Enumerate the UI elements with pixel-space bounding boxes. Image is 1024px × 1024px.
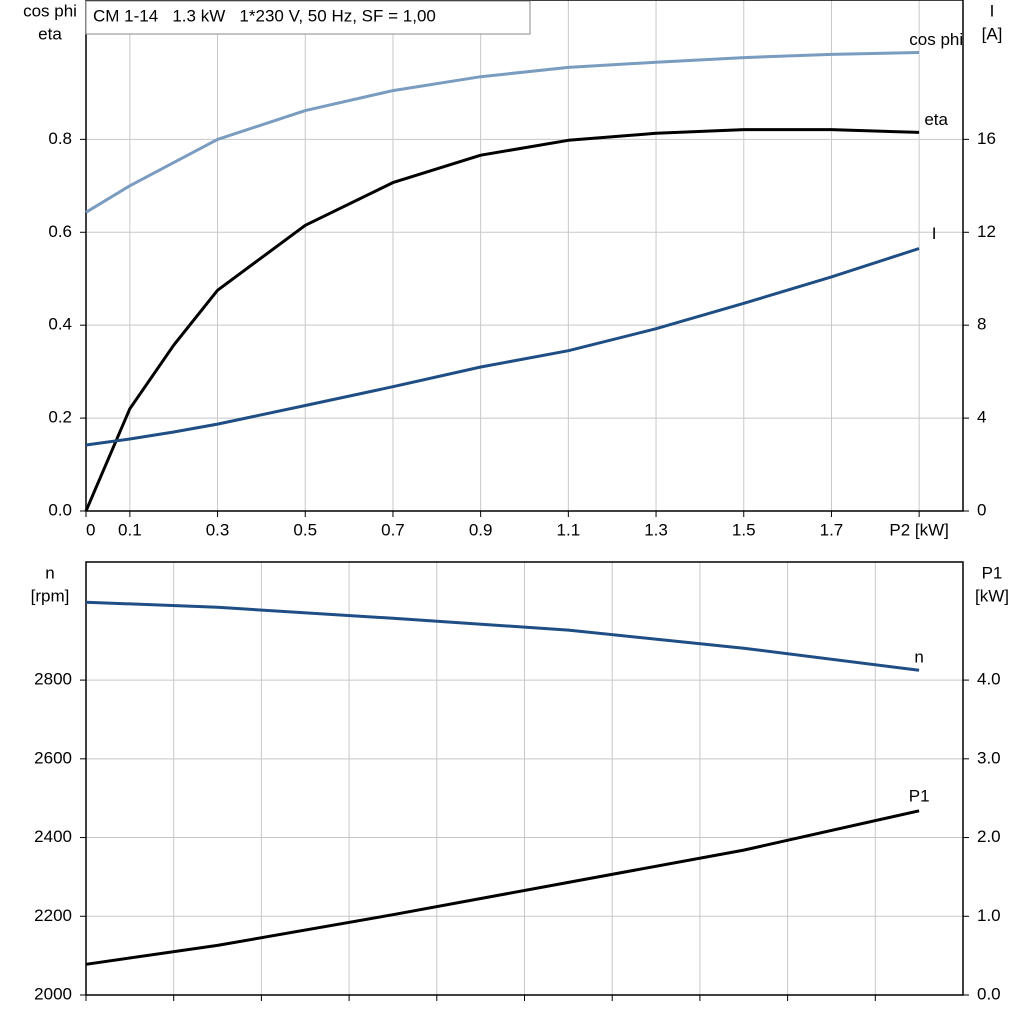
- y2-tick-label: 4.0: [977, 670, 1001, 689]
- y2-axis-label: P1: [982, 563, 1003, 582]
- series-line: [85, 247, 920, 447]
- plot-frame: [85, 0, 964, 512]
- y-tick-label: 2600: [34, 748, 72, 767]
- y2-axis-label: [A]: [982, 24, 1003, 43]
- y-axis-label: eta: [38, 24, 62, 43]
- y-axis-label: n: [45, 563, 54, 582]
- x-tick-label: 0: [86, 520, 95, 539]
- y2-tick-label: 16: [977, 129, 996, 148]
- y2-tick-label: 0.0: [977, 984, 1001, 1003]
- y2-tick-label: 8: [977, 315, 986, 334]
- series-label: P1: [909, 786, 930, 805]
- x-tick-label: 1.5: [732, 520, 756, 539]
- x-tick-label: 1.1: [557, 520, 581, 539]
- y2-axis-label: I: [990, 1, 995, 20]
- y-tick-label: 2400: [34, 827, 72, 846]
- chart-title: CM 1-14 1.3 kW 1*230 V, 50 Hz, SF = 1,00: [93, 6, 436, 25]
- x-tick-label: 0.9: [469, 520, 493, 539]
- y2-tick-label: 0: [977, 500, 986, 519]
- x-tick-label: 0.5: [293, 520, 317, 539]
- x-tick-label: 0.1: [118, 520, 142, 539]
- plot-frame: [85, 561, 964, 996]
- y-tick-label: 0.2: [48, 408, 72, 427]
- y2-tick-label: 3.0: [977, 748, 1001, 767]
- y-tick-label: 0.8: [48, 129, 72, 148]
- y-tick-label: 2000: [34, 984, 72, 1003]
- y2-tick-label: 1.0: [977, 906, 1001, 925]
- series-label: I: [932, 224, 937, 243]
- title-box: [85, 0, 531, 35]
- series-line: [85, 51, 920, 214]
- y-tick-label: 0.6: [48, 222, 72, 241]
- series-label: cos phi: [909, 30, 963, 49]
- y-axis-label: cos phi: [23, 1, 77, 20]
- y-tick-label: 2800: [34, 670, 72, 689]
- y2-tick-label: 12: [977, 222, 996, 241]
- x-tick-label: 1.7: [820, 520, 844, 539]
- x-tick-label: 1.3: [644, 520, 668, 539]
- y-axis-label: [rpm]: [31, 586, 70, 605]
- series-line: [85, 600, 920, 672]
- y2-tick-label: 4: [977, 408, 986, 427]
- y-tick-label: 2200: [34, 906, 72, 925]
- series-line: [84, 128, 920, 512]
- y-tick-label: 0.4: [48, 315, 72, 334]
- y2-tick-label: 2.0: [977, 827, 1001, 846]
- y2-axis-label: [kW]: [975, 586, 1009, 605]
- y-tick-label: 0.0: [48, 500, 72, 519]
- x-tick-label: 0.3: [206, 520, 230, 539]
- x-tick-label: 0.7: [381, 520, 405, 539]
- series-line: [85, 809, 920, 966]
- series-label: n: [914, 648, 923, 667]
- series-label: eta: [924, 110, 948, 129]
- x-tick-label: P2 [kW]: [889, 520, 949, 539]
